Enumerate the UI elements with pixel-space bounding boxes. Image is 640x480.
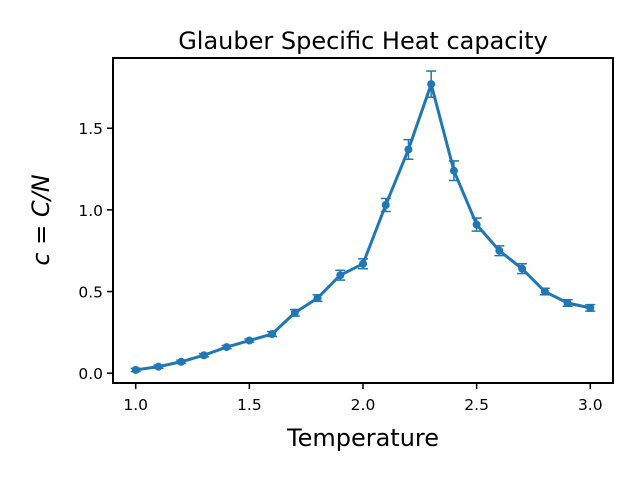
y-tick-label: 0.0 [78, 365, 103, 383]
y-axis-label: c = C/N [27, 174, 55, 265]
data-point [245, 336, 254, 345]
data-point [381, 200, 390, 209]
plot-area [130, 70, 596, 374]
y-tick-label: 1.0 [78, 202, 103, 220]
data-point [586, 303, 595, 312]
data-point [540, 287, 549, 296]
series-line [135, 82, 591, 372]
x-axis: 1.0 1.5 2.0 2.5 3.0 [123, 383, 603, 414]
data-point [449, 166, 458, 175]
plot-frame [112, 57, 614, 384]
data-point [290, 308, 299, 317]
y-axis: 0.0 0.5 1.0 1.5 [78, 120, 113, 383]
data-point [563, 298, 572, 307]
x-tick-label: 2.5 [464, 396, 489, 414]
x-axis-label: Temperature [286, 424, 439, 452]
chart-title: Glauber Specific Heat capacity [178, 27, 548, 55]
data-point [177, 357, 186, 366]
x-tick-label: 3.0 [578, 396, 603, 414]
data-point [518, 264, 527, 273]
data-point [472, 220, 481, 229]
x-tick-label: 2.0 [351, 396, 376, 414]
data-point [495, 246, 504, 255]
y-tick-label: 1.5 [78, 120, 103, 138]
data-point [404, 145, 413, 154]
y-tick-label: 0.5 [78, 284, 103, 302]
data-point [154, 362, 163, 371]
data-point [268, 330, 277, 339]
data-point [359, 259, 367, 268]
data-point [222, 343, 231, 352]
data-point [427, 80, 436, 89]
x-tick-label: 1.0 [123, 396, 148, 414]
data-point [336, 271, 345, 280]
data-point [131, 365, 140, 374]
data-point [199, 351, 208, 360]
x-tick-label: 1.5 [237, 396, 262, 414]
data-point [313, 294, 322, 303]
